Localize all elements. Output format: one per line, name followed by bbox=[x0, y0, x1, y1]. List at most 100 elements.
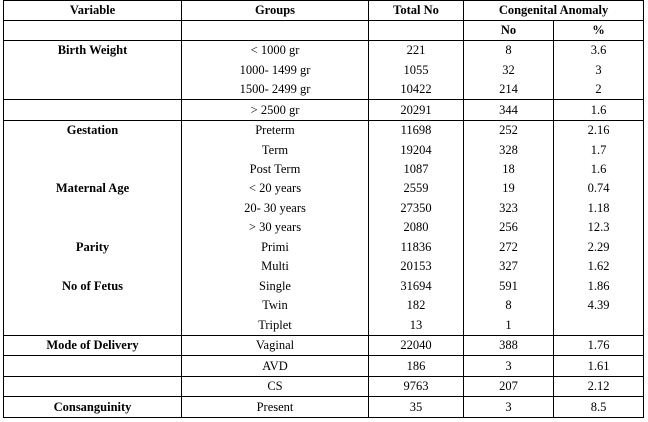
cell-group: 1000- 1499 gr bbox=[181, 60, 369, 80]
table-row: Post Term 1087 18 1.6 bbox=[3, 159, 645, 180]
cell-total-no: 11836 bbox=[368, 237, 464, 258]
cell-anomaly-percent: 1.86 bbox=[552, 276, 645, 296]
table-row: > 2500 gr 20291 344 1.6 bbox=[3, 99, 645, 121]
cell-variable: Parity bbox=[3, 237, 182, 258]
table-row: Consanguinity Present 35 3 8.5 bbox=[3, 396, 645, 418]
cell-total-no: 2559 bbox=[368, 179, 464, 199]
cell-total-no: 1055 bbox=[368, 60, 464, 80]
cell-anomaly-percent bbox=[552, 315, 645, 336]
cell-anomaly-no: 591 bbox=[463, 276, 554, 296]
cell-variable bbox=[3, 140, 182, 160]
cell-anomaly-percent: 1.76 bbox=[552, 334, 645, 356]
cell-anomaly-percent: 4.39 bbox=[552, 295, 645, 316]
cell-total-no: 1087 bbox=[368, 159, 464, 180]
cell-variable bbox=[3, 79, 182, 100]
cell-total-no: 19204 bbox=[368, 140, 464, 160]
cell-variable bbox=[3, 60, 182, 80]
cell-anomaly-no: 252 bbox=[463, 119, 554, 141]
table-row: Birth Weight < 1000 gr 221 8 3.6 bbox=[3, 40, 645, 61]
table-row: > 30 years 2080 256 12.3 bbox=[3, 218, 645, 238]
cell-anomaly-no: 32 bbox=[463, 60, 554, 80]
table-row: Twin 182 8 4.39 bbox=[3, 295, 645, 316]
cell-total-no: 11698 bbox=[368, 119, 464, 141]
cell-total-no: 22040 bbox=[368, 334, 464, 356]
cell-anomaly-no: 8 bbox=[463, 295, 554, 316]
subheader-empty-groups bbox=[181, 20, 369, 41]
header-row: Variable Groups Total No Congenital Anom… bbox=[3, 0, 645, 21]
cell-variable bbox=[3, 257, 182, 277]
cell-anomaly-no: 3 bbox=[463, 355, 554, 377]
table-row: 20- 30 years 27350 323 1.18 bbox=[3, 198, 645, 219]
table-row: Gestation Preterm 11698 252 2.16 bbox=[3, 119, 645, 141]
cell-variable bbox=[3, 198, 182, 219]
table-row: 1000- 1499 gr 1055 32 3 bbox=[3, 60, 645, 80]
cell-total-no: 20291 bbox=[368, 99, 464, 121]
cell-anomaly-no: 3 bbox=[463, 396, 554, 418]
cell-variable bbox=[3, 375, 182, 397]
cell-variable: Mode of Delivery bbox=[3, 334, 182, 356]
table-row: No of Fetus Single 31694 591 1.86 bbox=[3, 276, 645, 296]
cell-anomaly-percent: 1.61 bbox=[552, 355, 645, 377]
cell-group: CS bbox=[181, 375, 369, 397]
cell-anomaly-percent: 1.6 bbox=[552, 159, 645, 180]
cell-anomaly-no: 272 bbox=[463, 237, 554, 258]
cell-variable bbox=[3, 315, 182, 336]
table-row: Maternal Age < 20 years 2559 19 0.74 bbox=[3, 179, 645, 199]
cell-total-no: 27350 bbox=[368, 198, 464, 219]
cell-group: Primi bbox=[181, 237, 369, 258]
cell-anomaly-percent: 2.16 bbox=[552, 119, 645, 141]
cell-total-no: 186 bbox=[368, 355, 464, 377]
header-congenital-anomaly: Congenital Anomaly bbox=[462, 0, 645, 21]
cell-variable: Maternal Age bbox=[3, 179, 182, 199]
cell-anomaly-percent: 3 bbox=[552, 60, 645, 80]
cell-anomaly-no: 8 bbox=[463, 40, 554, 61]
cell-anomaly-percent: 1.7 bbox=[552, 140, 645, 160]
table-row: 1500- 2499 gr 10422 214 2 bbox=[3, 79, 645, 100]
cell-group: < 20 years bbox=[181, 179, 369, 199]
subheader-no: No bbox=[463, 20, 554, 41]
cell-group: > 30 years bbox=[181, 218, 369, 238]
cell-variable bbox=[3, 159, 182, 180]
cell-anomaly-percent: 1.62 bbox=[552, 257, 645, 277]
cell-total-no: 20153 bbox=[368, 257, 464, 277]
table-body: Birth Weight < 1000 gr 221 8 3.6 1000- 1499 g… bbox=[3, 40, 645, 418]
cell-total-no: 31694 bbox=[368, 276, 464, 296]
cell-total-no: 13 bbox=[368, 315, 464, 336]
cell-group: Post Term bbox=[181, 159, 369, 180]
cell-anomaly-no: 323 bbox=[463, 198, 554, 219]
cell-anomaly-no: 256 bbox=[463, 218, 554, 238]
subheader-percent: % bbox=[552, 20, 645, 41]
cell-total-no: 2080 bbox=[368, 218, 464, 238]
cell-anomaly-percent: 3.6 bbox=[552, 40, 645, 61]
cell-anomaly-no: 18 bbox=[463, 159, 554, 180]
cell-variable bbox=[3, 295, 182, 316]
header-variable: Variable bbox=[3, 0, 182, 21]
cell-anomaly-no: 327 bbox=[463, 257, 554, 277]
cell-anomaly-percent: 2.29 bbox=[552, 237, 645, 258]
cell-total-no: 35 bbox=[368, 396, 464, 418]
cell-variable bbox=[3, 99, 182, 121]
cell-anomaly-percent: 2.12 bbox=[552, 375, 645, 397]
cell-anomaly-no: 207 bbox=[463, 375, 554, 397]
cell-variable: Birth Weight bbox=[3, 40, 182, 61]
cell-anomaly-no: 1 bbox=[463, 315, 554, 336]
cell-total-no: 221 bbox=[368, 40, 464, 61]
cell-anomaly-no: 388 bbox=[463, 334, 554, 356]
cell-anomaly-no: 328 bbox=[463, 140, 554, 160]
cell-anomaly-percent: 2 bbox=[552, 79, 645, 100]
cell-group: 20- 30 years bbox=[181, 198, 369, 219]
table-row: AVD 186 3 1.61 bbox=[3, 355, 645, 377]
cell-group: Single bbox=[181, 276, 369, 296]
subheader-row: No % bbox=[3, 20, 645, 41]
cell-group: Term bbox=[181, 140, 369, 160]
cell-anomaly-percent: 0.74 bbox=[552, 179, 645, 199]
cell-group: Vaginal bbox=[181, 334, 369, 356]
table-row: Term 19204 328 1.7 bbox=[3, 140, 645, 160]
cell-anomaly-percent: 8.5 bbox=[552, 396, 645, 418]
cell-variable bbox=[3, 355, 182, 377]
header-total-no: Total No bbox=[368, 0, 464, 21]
table-row: Triplet 13 1 bbox=[3, 315, 645, 336]
table-row: Mode of Delivery Vaginal 22040 388 1.76 bbox=[3, 334, 645, 356]
table-row: Multi 20153 327 1.62 bbox=[3, 257, 645, 277]
cell-anomaly-no: 344 bbox=[463, 99, 554, 121]
